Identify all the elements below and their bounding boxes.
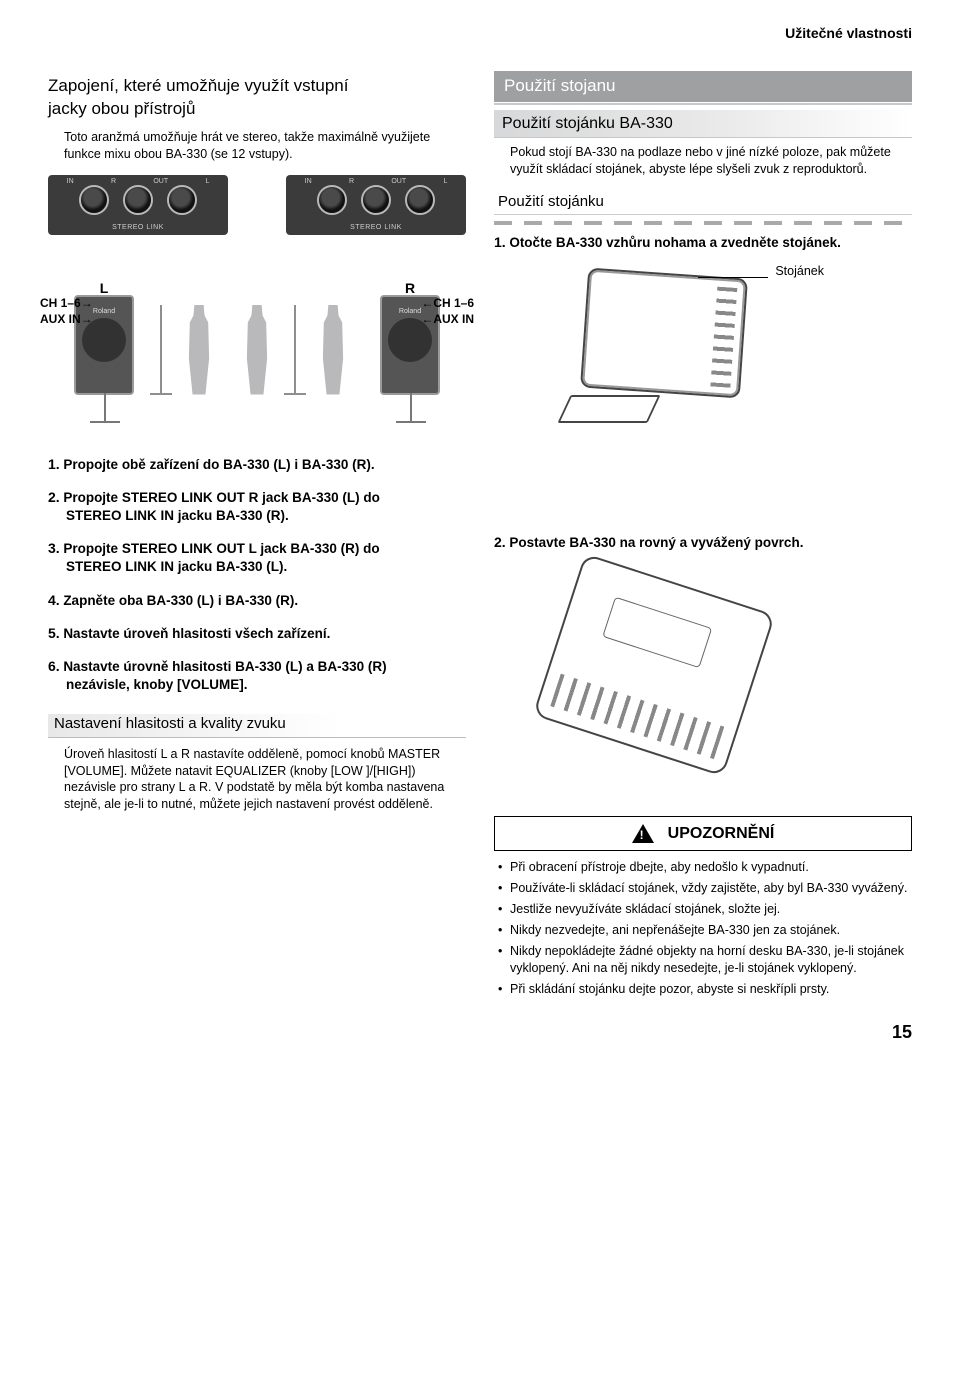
amp-body-icon [580, 267, 748, 398]
step-text: Postavte BA-330 na rovný a vyvážený povr… [509, 535, 803, 550]
label-r: R [111, 177, 116, 186]
mic-stand-icon [160, 305, 162, 395]
step-text: Otočte BA-330 vzhůru nohama a zvedněte s… [509, 235, 841, 250]
amp-stand-icon [557, 395, 660, 423]
bullet-item: Nikdy nepokládejte žádné objekty na horn… [498, 943, 912, 977]
right-column: Použití stojanu Použití stojánku BA-330 … [494, 71, 912, 1002]
step-text: Nastavte úrovně hlasitosti BA-330 (L) a … [63, 659, 386, 674]
jack-icon [167, 185, 197, 215]
step-item: 3. Propojte STEREO LINK OUT L jack BA-33… [48, 539, 466, 576]
bullet-item: Používáte-li skládací stojánek, vždy zaj… [498, 880, 912, 897]
label-r: R [405, 279, 415, 298]
step-number: 6. [48, 657, 60, 676]
callout-line [698, 277, 768, 278]
flat-figure [514, 562, 834, 792]
dashed-rule [494, 221, 912, 225]
left-column: Zapojení, které umožňuje využít vstupní … [48, 71, 466, 1002]
jack-icon [79, 185, 109, 215]
step-text: Nastavte úroveň hlasitosti všech zařízen… [63, 626, 330, 641]
warning-box: UPOZORNĚNÍ [494, 816, 912, 852]
bullet-item: Při obracení přístroje dbejte, aby nedoš… [498, 859, 912, 876]
label-l: L [100, 279, 109, 298]
warning-bullets: Při obracení přístroje dbejte, aby nedoš… [498, 859, 912, 997]
label-in: IN [67, 177, 74, 186]
step-text-cont: STEREO LINK IN jacku BA-330 (R). [66, 507, 466, 525]
musician-silhouette-icon [310, 305, 356, 395]
ch-label: CH 1–6 [40, 296, 93, 310]
step-text: Propojte STEREO LINK OUT L jack BA-330 (… [63, 541, 379, 556]
left-heading-line2: jacky obou přístrojů [48, 99, 195, 118]
label-out: OUT [391, 177, 406, 186]
two-column-layout: Zapojení, které umožňuje využít vstupní … [48, 71, 912, 1002]
aux-label: AUX IN [40, 312, 93, 326]
step-number: 2. [48, 488, 60, 507]
right-section-bar: Použití stojanu [494, 71, 912, 102]
tilt-callout: Stojánek [775, 263, 824, 280]
tilt-figure: Stojánek [524, 263, 824, 423]
step-text: Zapněte oba BA-330 (L) i BA-330 (R). [63, 593, 298, 608]
page-number: 15 [48, 1020, 912, 1044]
step-item: 5. Nastavte úroveň hlasitosti všech zaří… [48, 624, 466, 643]
stage-scene: L Roland R Roland [48, 245, 466, 395]
right-intro: Pokud stojí BA-330 na podlaze nebo v jin… [510, 144, 912, 178]
musician-silhouette-icon [234, 305, 280, 395]
stereo-link-panel-right: IN R OUT L STEREO LINK [286, 175, 466, 235]
label-r: R [349, 177, 354, 186]
left-steps: 1. Propojte obě zařízení do BA-330 (L) i… [48, 455, 466, 695]
left-heading: Zapojení, které umožňuje využít vstupní … [48, 75, 466, 121]
bullet-item: Nikdy nezvedejte, ani nepřenášejte BA-33… [498, 922, 912, 939]
step-text-cont: nezávisle, knoby [VOLUME]. [66, 676, 466, 694]
step-text: Propojte STEREO LINK OUT R jack BA-330 (… [63, 490, 380, 505]
aux-label: AUX IN [421, 312, 474, 326]
step-text-cont: STEREO LINK IN jacku BA-330 (L). [66, 558, 466, 576]
amp-flat-body-icon [533, 553, 776, 776]
step-item: 4. Zapněte oba BA-330 (L) i BA-330 (R). [48, 591, 466, 610]
page-section-header: Užitečné vlastnosti [48, 24, 912, 43]
label-l: L [205, 177, 209, 186]
musician-silhouette-icon [176, 305, 222, 395]
step-item: 6. Nastavte úrovně hlasitosti BA-330 (L)… [48, 657, 466, 694]
stereo-link-label: STEREO LINK [48, 223, 228, 232]
label-in: IN [305, 177, 312, 186]
volume-subheading: Nastavení hlasitosti a kvality zvuku [48, 714, 466, 737]
connection-diagram: IN R OUT L STEREO LINK IN R [48, 175, 466, 395]
step-text: Propojte obě zařízení do BA-330 (L) i BA… [63, 457, 374, 472]
warning-label: UPOZORNĚNÍ [668, 823, 775, 845]
label-l: L [443, 177, 447, 186]
bullet-item: Při skládání stojánku dejte pozor, abyst… [498, 981, 912, 998]
ch-label: CH 1–6 [421, 296, 474, 310]
stereo-link-panel-left: IN R OUT L STEREO LINK [48, 175, 228, 235]
jack-icon [405, 185, 435, 215]
io-labels-left: CH 1–6 AUX IN [40, 295, 93, 329]
stereo-link-label: STEREO LINK [286, 223, 466, 232]
step-number: 5. [48, 624, 60, 643]
jack-icon [361, 185, 391, 215]
left-intro: Toto aranžmá umožňuje hrát ve stereo, ta… [64, 129, 466, 163]
volume-para: Úroveň hlasitostí L a R nastavíte odděle… [64, 746, 466, 814]
step-number: 1. [48, 455, 60, 474]
step-item: 1. Propojte obě zařízení do BA-330 (L) i… [48, 455, 466, 474]
right-sub2: Použití stojánku [494, 190, 912, 215]
right-sub-bar: Použití stojánku BA-330 [494, 110, 912, 139]
step-number: 3. [48, 539, 60, 558]
jack-icon [317, 185, 347, 215]
step-number: 4. [48, 591, 60, 610]
right-step1: 1. Otočte BA-330 vzhůru nohama a zvednět… [494, 233, 912, 252]
step-number: 2. [494, 533, 506, 552]
left-heading-line1: Zapojení, které umožňuje využít vstupní [48, 76, 349, 95]
bullet-item: Jestliže nevyužíváte skládací stojánek, … [498, 901, 912, 918]
label-out: OUT [153, 177, 168, 186]
step-number: 1. [494, 233, 506, 252]
mic-stand-icon [294, 305, 296, 395]
stereo-link-panels: IN R OUT L STEREO LINK IN R [48, 175, 466, 235]
jack-icon [123, 185, 153, 215]
right-step2: 2. Postavte BA-330 na rovný a vyvážený p… [494, 533, 912, 552]
io-labels-right: CH 1–6 AUX IN [421, 295, 474, 329]
warning-icon [632, 824, 654, 843]
step-item: 2. Propojte STEREO LINK OUT R jack BA-33… [48, 488, 466, 525]
